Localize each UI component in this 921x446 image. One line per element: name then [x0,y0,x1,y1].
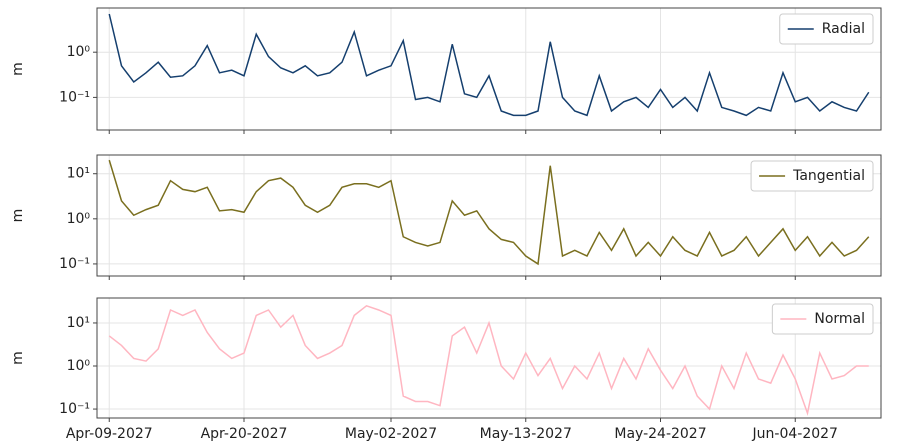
y-tick-label: 10⁰ [67,211,91,227]
y-tick-label: 10⁻¹ [59,256,90,272]
legend-label: Tangential [792,168,865,184]
x-tick-label: Apr-09-2027 [66,426,153,442]
legend-box [771,303,874,335]
data-line [108,159,870,266]
y-tick-label: 10¹ [67,166,90,182]
legend-box [779,13,874,45]
legend-box [750,160,874,192]
legend: Normal [771,303,874,335]
plot-frame [96,297,882,419]
data-line [108,304,869,417]
y-tick-label: 10¹ [67,315,90,331]
x-tick-label: May-24-2027 [614,426,706,442]
x-tick-label: May-13-2027 [480,426,572,442]
panel: Apr-09-2027 Apr-20-2027 May-02-2027 May-13-… [10,297,882,442]
y-tick-label: 10⁰ [67,44,91,60]
y-axis-label: m [10,351,26,365]
plot-frame [96,7,882,131]
x-tick-label: Apr-20-2027 [201,426,288,442]
y-axis-label: m [10,209,26,223]
legend-label: Normal [814,311,865,327]
data-line [108,13,870,117]
legend-label: Radial [822,21,865,37]
x-tick-label: Jun-04-2027 [752,426,838,442]
x-tick-label: May-02-2027 [345,426,437,442]
legend: Radial [779,13,874,45]
y-tick-label: 10⁻¹ [59,89,90,105]
panel: 10⁻¹ 10⁰ m Radial [10,7,882,134]
y-tick-label: 10⁰ [67,358,91,374]
legend: Tangential [750,160,874,192]
y-tick-label: 10⁻¹ [59,401,90,417]
panel: 10⁻¹ 10⁰ 10¹ m Tangential [10,154,882,280]
y-axis-label: m [10,62,26,76]
plot-frame [96,154,882,277]
